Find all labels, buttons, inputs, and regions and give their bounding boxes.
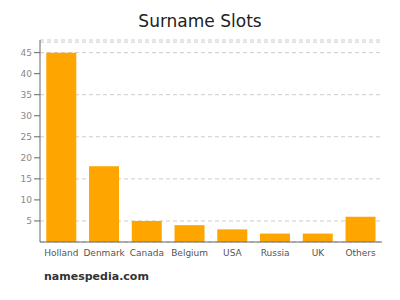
svg-text:Belgium: Belgium [171, 248, 208, 258]
svg-text:40: 40 [21, 69, 33, 79]
html-text:Surname Slots: Surname Slots [138, 11, 262, 31]
svg-text:Denmark: Denmark [83, 248, 125, 258]
svg-text:Holland: Holland [44, 248, 78, 258]
html-text:namespedia.com: namespedia.com [44, 270, 149, 283]
svg-text:35: 35 [21, 90, 32, 100]
svg-text:Russia: Russia [261, 248, 290, 258]
svg-text:25: 25 [21, 132, 32, 142]
svg-text:Others: Others [346, 248, 377, 258]
svg-text:5: 5 [26, 216, 32, 226]
svg-text:20: 20 [21, 153, 33, 163]
svg-text:10: 10 [21, 195, 33, 205]
svg-text:USA: USA [223, 248, 242, 258]
svg-text:15: 15 [21, 174, 32, 184]
svg-text:Canada: Canada [130, 248, 164, 258]
svg-text:45: 45 [21, 48, 32, 58]
svg-text:30: 30 [21, 111, 33, 121]
svg-text:UK: UK [312, 248, 326, 258]
